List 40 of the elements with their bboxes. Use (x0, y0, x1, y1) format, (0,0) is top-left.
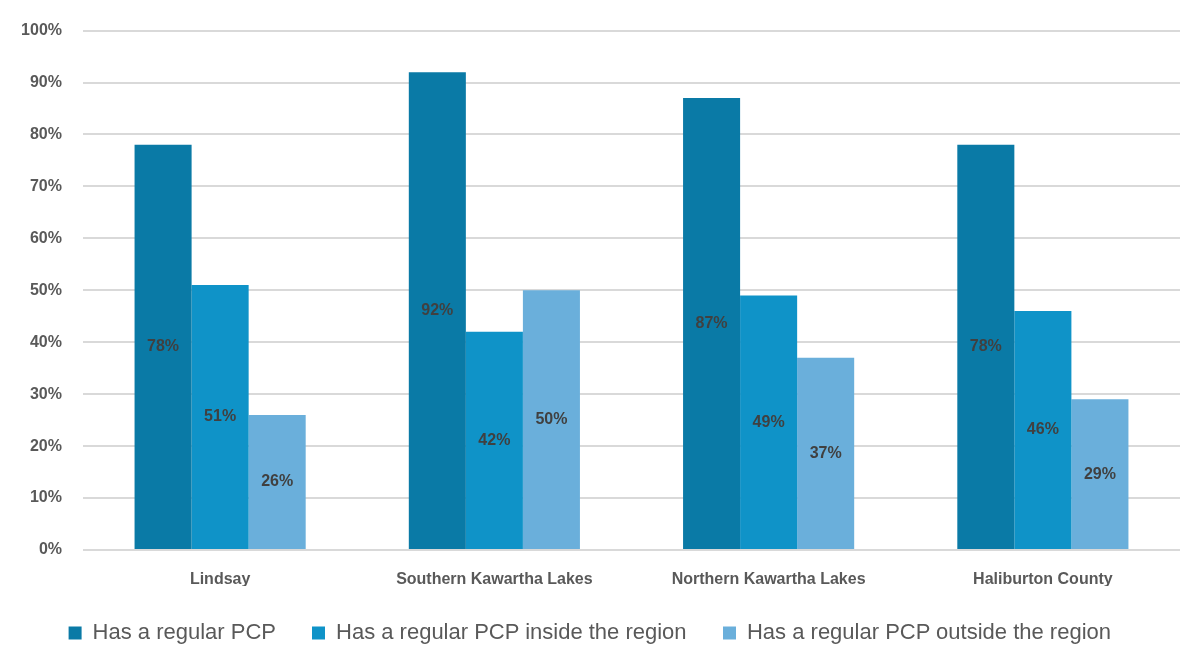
y-tick-label: 70% (29, 176, 62, 194)
bar (1014, 311, 1072, 549)
y-tick-label: 60% (29, 228, 62, 246)
y-tick-label: 90% (29, 72, 62, 90)
data-label: 29% (1083, 464, 1116, 482)
bar (134, 144, 192, 549)
bar (1071, 399, 1129, 549)
x-tick-label: Northern Kawartha Lakes (671, 570, 866, 588)
y-tick-label: 100% (21, 21, 62, 39)
data-label: 46% (1026, 420, 1059, 438)
bar (740, 295, 798, 549)
y-tick-label: 40% (29, 332, 62, 350)
bar (797, 357, 855, 549)
bar (465, 331, 523, 549)
data-label: 78% (969, 337, 1002, 355)
data-label: 42% (478, 430, 511, 448)
y-tick-label: 0% (38, 540, 62, 558)
bar (683, 98, 741, 549)
bar (248, 414, 306, 549)
y-tick-label: 30% (29, 384, 62, 402)
bar (522, 290, 580, 549)
y-tick-label: 20% (29, 436, 62, 454)
y-tick-label: 50% (29, 280, 62, 298)
bar (957, 144, 1015, 549)
data-label: 78% (147, 337, 180, 355)
data-label: 92% (421, 300, 454, 318)
data-label: 51% (204, 407, 237, 425)
bar (191, 285, 249, 549)
data-label: 37% (809, 443, 842, 461)
y-tick-label: 10% (29, 488, 62, 506)
data-label: 49% (752, 412, 785, 430)
legend-label: Has a regular PCP inside the region (336, 619, 687, 645)
bar (408, 72, 466, 549)
y-tick-label: 80% (29, 124, 62, 142)
data-label: 50% (535, 410, 568, 428)
legend-label: Has a regular PCP outside the region (746, 619, 1112, 645)
data-label: 26% (261, 472, 294, 490)
data-label: 87% (695, 313, 728, 331)
x-tick-label: Southern Kawartha Lakes (396, 570, 593, 588)
legend-label: Has a regular PCP (92, 619, 277, 645)
